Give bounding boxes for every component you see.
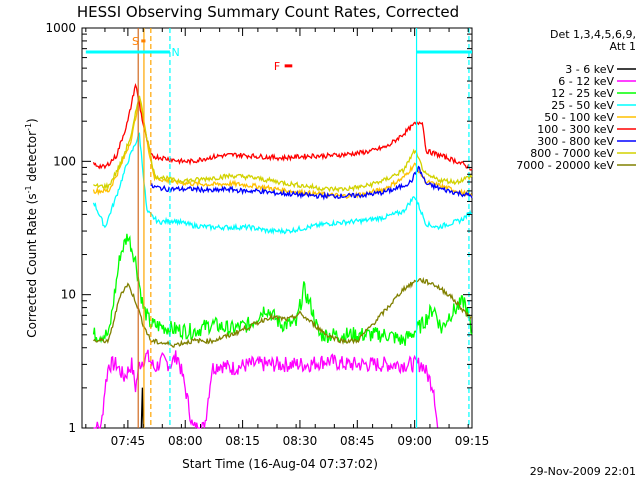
x-tick-label: 07:45	[111, 434, 146, 448]
chart-title: HESSI Observing Summary Count Rates, Cor…	[77, 3, 459, 21]
legend-header-line-2: Att 1	[610, 40, 636, 53]
x-tick-label: 09:00	[397, 434, 432, 448]
legend-label: 100 - 300 keV	[537, 123, 614, 136]
x-tick-label: 08:00	[168, 434, 203, 448]
x-tick-label: 08:30	[283, 434, 318, 448]
series-line	[150, 165, 473, 201]
legend-label: 6 - 12 keV	[558, 75, 614, 88]
series-line	[92, 83, 473, 171]
timestamp-footer: 29-Nov-2009 22:01	[530, 465, 636, 478]
x-axis-label: Start Time (16-Aug-04 07:37:02)	[182, 457, 378, 471]
y-tick-label: 1000	[45, 21, 76, 35]
y-axis-label: Corrected Count Rate (s-1 detector-1)	[24, 118, 39, 337]
legend-label: 12 - 25 keV	[551, 87, 614, 100]
legend-label: 25 - 50 keV	[551, 99, 614, 112]
series-line	[92, 276, 473, 348]
legend-label: 300 - 800 keV	[537, 135, 614, 148]
legend-label: 800 - 7000 keV	[530, 147, 614, 160]
axis-ticks	[82, 28, 473, 429]
plot-content: S N F	[85, 28, 473, 429]
y-tick-label: 100	[53, 154, 76, 168]
x-tick-label: 09:15	[455, 434, 490, 448]
series-line	[92, 233, 473, 346]
y-tick-label: 1	[68, 421, 76, 435]
legend-label: 7000 - 20000 keV	[516, 159, 614, 172]
flag-annotation: F	[274, 60, 280, 73]
series-line	[140, 387, 144, 429]
tick-labels: 07:45 08:00 08:15 08:30 08:45 09:00 09:15 1 10 10…	[45, 21, 489, 448]
legend-label: 3 - 6 keV	[565, 63, 614, 76]
series-line	[93, 95, 473, 193]
x-tick-label: 08:45	[340, 434, 375, 448]
flag-annotation: N	[172, 46, 180, 59]
legend-header-line-1: Det 1,3,4,5,6,9,	[550, 28, 636, 41]
series-line	[93, 349, 439, 429]
series-line	[92, 132, 473, 235]
flag-annotation: S	[132, 35, 139, 48]
y-tick-label: 10	[61, 288, 76, 302]
legend-label: 50 - 100 keV	[544, 111, 614, 124]
x-tick-label: 08:15	[225, 434, 260, 448]
